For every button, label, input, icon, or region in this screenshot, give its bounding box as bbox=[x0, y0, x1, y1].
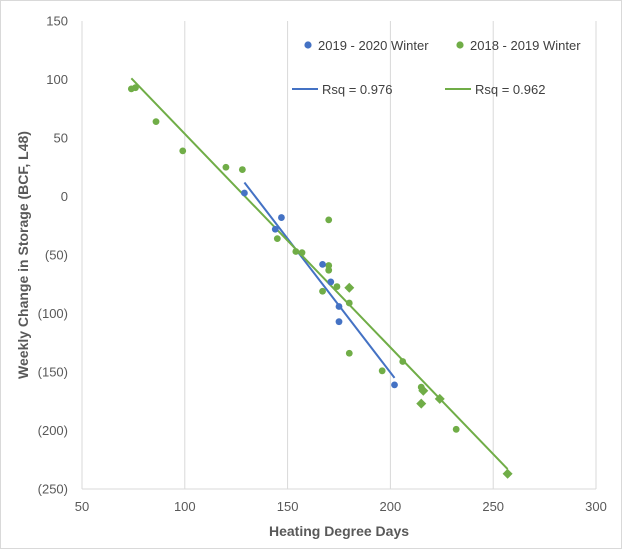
data-point bbox=[238, 166, 246, 173]
y-axis-ticks: 150 100 50 0 (50) (100) (150) (200) (250) bbox=[38, 14, 68, 497]
x-tick-label: 300 bbox=[585, 499, 607, 514]
y-axis-title: Weekly Change in Storage (BCF, L48) bbox=[15, 131, 31, 379]
data-point bbox=[335, 303, 343, 310]
data-point bbox=[325, 266, 333, 274]
data-point bbox=[241, 189, 248, 197]
data-point bbox=[325, 216, 333, 224]
x-tick-label: 200 bbox=[380, 499, 402, 514]
data-point bbox=[333, 283, 341, 290]
legend-rsq-2019-2020: Rsq = 0.976 bbox=[322, 82, 392, 97]
legend-rsq-2018-2019: Rsq = 0.962 bbox=[475, 82, 545, 97]
legend: 2019 - 2020 Winter 2018 - 2019 Winter Rs… bbox=[292, 38, 581, 97]
legend-marker-2019-2020 bbox=[304, 41, 312, 49]
x-axis-ticks: 50 100 150 200 250 300 bbox=[75, 499, 607, 514]
y-tick-label: (250) bbox=[38, 482, 68, 497]
x-axis-title: Heating Degree Days bbox=[269, 523, 409, 539]
y-tick-label: 0 bbox=[61, 189, 68, 204]
data-point bbox=[319, 287, 326, 295]
x-tick-label: 50 bbox=[75, 499, 89, 514]
data-point bbox=[344, 282, 355, 293]
data-point bbox=[345, 349, 353, 357]
data-point bbox=[179, 147, 187, 155]
data-point bbox=[222, 163, 230, 171]
y-tick-label: 50 bbox=[54, 131, 68, 146]
data-point bbox=[452, 425, 460, 433]
trendlines bbox=[130, 77, 509, 470]
data-point bbox=[399, 358, 407, 365]
data-point bbox=[502, 468, 513, 479]
y-tick-label: (200) bbox=[38, 423, 68, 438]
y-tick-label: (150) bbox=[38, 365, 68, 380]
y-tick-label: 150 bbox=[46, 14, 68, 29]
data-point bbox=[319, 260, 326, 268]
data-point bbox=[278, 214, 285, 221]
data-point bbox=[298, 249, 306, 257]
data-point bbox=[132, 84, 139, 92]
data-point bbox=[335, 318, 343, 326]
x-tick-label: 100 bbox=[174, 499, 196, 514]
data-point bbox=[273, 235, 281, 243]
data-point bbox=[378, 367, 386, 375]
legend-label-2018-2019: 2018 - 2019 Winter bbox=[470, 38, 581, 53]
data-point bbox=[418, 385, 429, 396]
data-point bbox=[325, 262, 333, 269]
data-point bbox=[416, 398, 427, 409]
data-points bbox=[127, 84, 513, 479]
y-tick-label: (50) bbox=[45, 248, 68, 263]
data-point bbox=[271, 225, 279, 233]
y-tick-label: (100) bbox=[38, 306, 68, 321]
data-point bbox=[434, 393, 445, 404]
y-tick-label: 100 bbox=[46, 72, 68, 87]
data-point bbox=[391, 381, 398, 389]
data-point bbox=[152, 118, 160, 126]
trendline-2018-2019 bbox=[130, 77, 509, 470]
data-point bbox=[345, 299, 353, 307]
x-tick-label: 150 bbox=[277, 499, 299, 514]
data-point bbox=[327, 278, 335, 286]
legend-marker-2018-2019 bbox=[456, 41, 464, 49]
legend-label-2019-2020: 2019 - 2020 Winter bbox=[318, 38, 429, 53]
data-point bbox=[292, 248, 300, 255]
trendline-2019-2020 bbox=[243, 181, 396, 379]
gridlines bbox=[81, 21, 597, 489]
x-tick-label: 250 bbox=[482, 499, 504, 514]
